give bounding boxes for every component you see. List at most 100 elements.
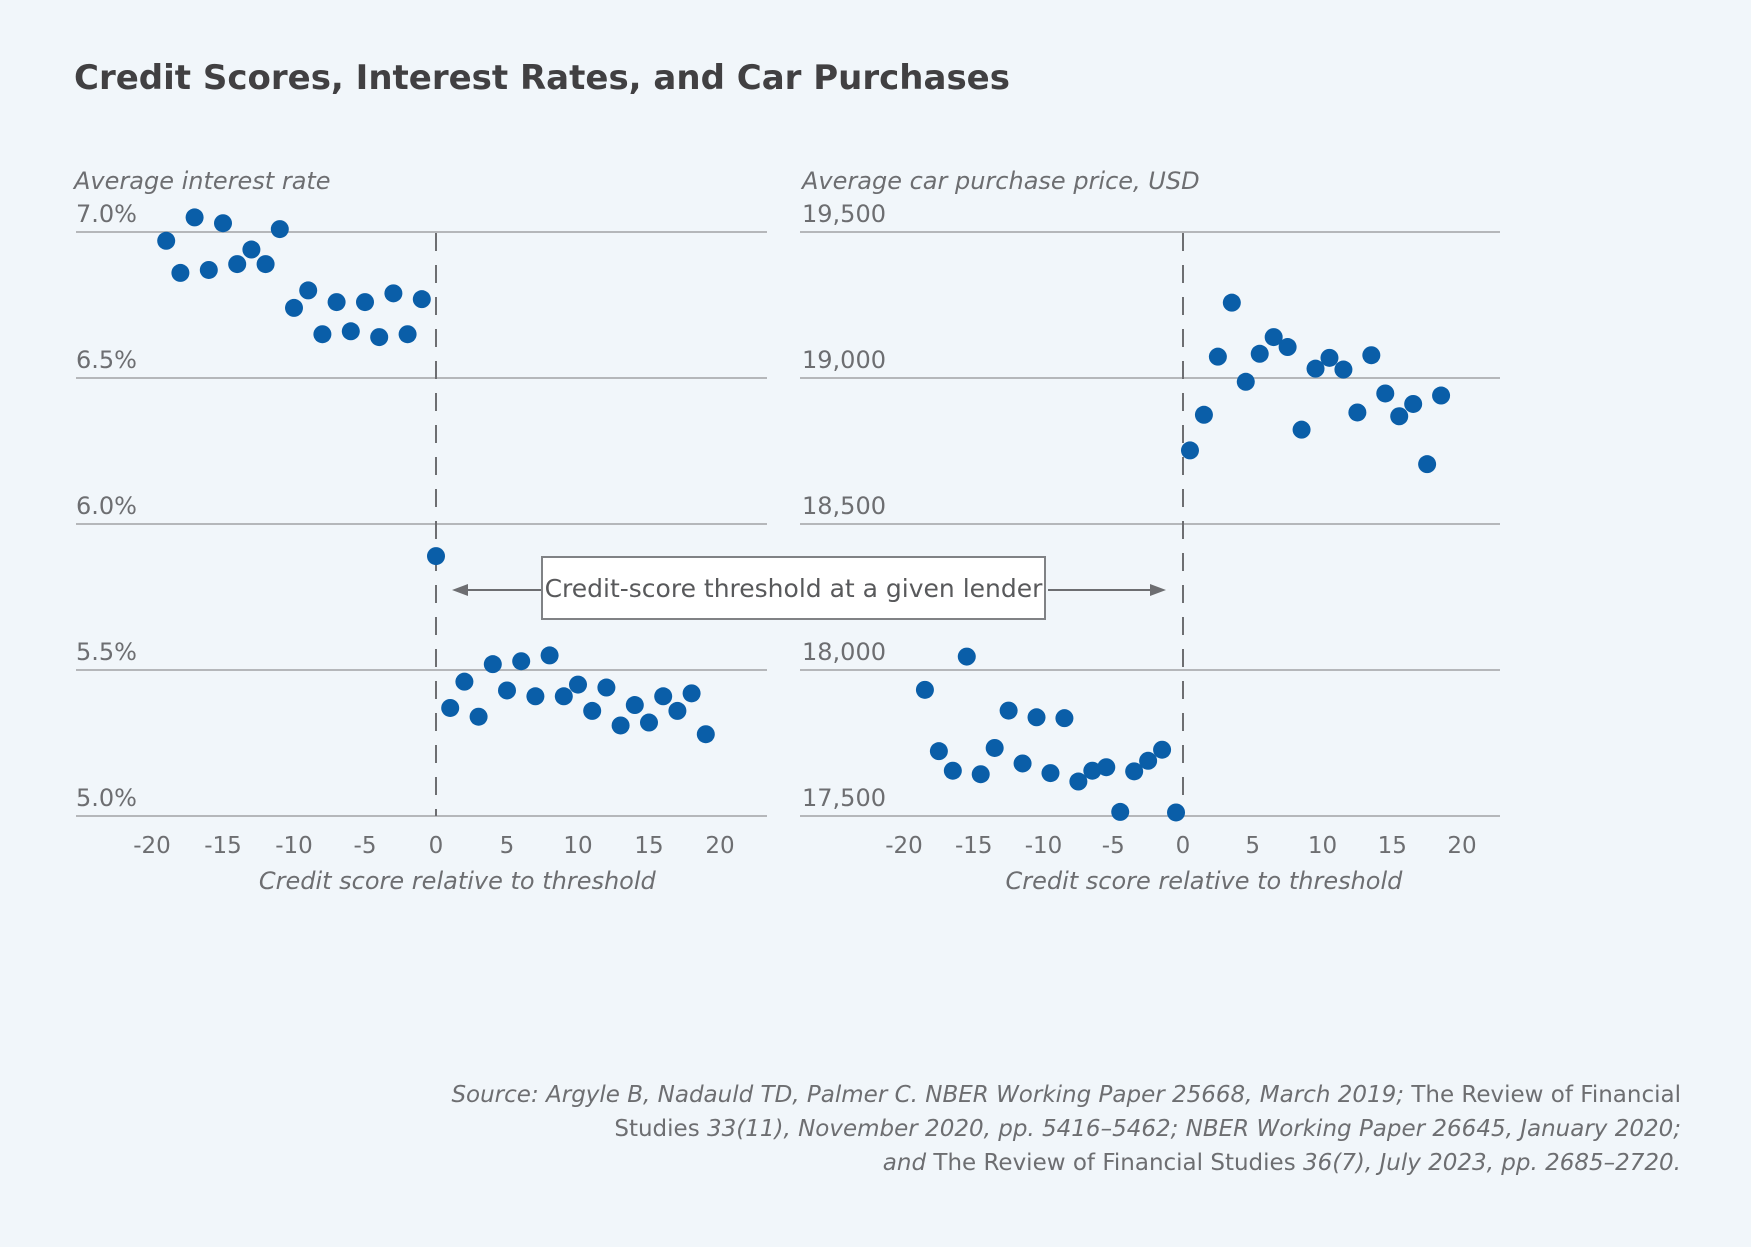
source-note: Source: Argyle B, Nadauld TD, Palmer C. … [381, 1078, 1681, 1180]
right-data-point [1083, 761, 1102, 780]
right-data-point [1222, 293, 1241, 312]
right-data-point [1292, 420, 1311, 439]
right-x-axis-title: Credit score relative to threshold [1005, 867, 1403, 895]
left-data-point [569, 675, 587, 694]
left-x-tick-label: -20 [133, 833, 171, 859]
left-x-tick-label: 15 [634, 833, 663, 859]
right-data-point [971, 765, 990, 784]
left-data-point [242, 240, 261, 259]
right-data-point [1055, 709, 1074, 728]
right-data-point [1111, 802, 1130, 821]
left-data-point [554, 687, 573, 706]
right-x-tick-label: 0 [1176, 833, 1191, 859]
right-data-point [1264, 328, 1283, 347]
right-data-point [985, 738, 1004, 757]
right-data-point [999, 701, 1018, 720]
source-line-1: Source: Argyle B, Nadauld TD, Palmer C. … [451, 1082, 1681, 1108]
left-data-point [469, 707, 488, 726]
right-data-point [1236, 372, 1255, 391]
right-y-tick-label: 19,000 [802, 346, 886, 374]
left-data-point [398, 325, 417, 344]
right-data-point [1334, 360, 1353, 379]
left-data-point [313, 325, 332, 344]
left-data-point [185, 208, 204, 227]
left-data-point [625, 696, 644, 715]
right-data-point [1167, 803, 1186, 822]
left-data-point [341, 322, 360, 341]
right-x-tick-label: -15 [955, 833, 993, 859]
left-data-point [412, 290, 431, 309]
left-x-axis-title: Credit score relative to threshold [259, 867, 657, 895]
left-y-tick-label: 5.0% [76, 784, 137, 812]
left-data-point [157, 231, 176, 250]
right-data-point [1194, 405, 1213, 424]
right-x-tick-label: -20 [885, 833, 923, 859]
right-data-point [1278, 338, 1297, 357]
left-data-point [668, 701, 687, 720]
left-x-tick-label: -5 [354, 833, 377, 859]
left-data-point [327, 293, 346, 312]
source-text: Studies [614, 1116, 700, 1142]
right-x-tick-label: 5 [1245, 833, 1260, 859]
right-x-tick-label: 10 [1308, 833, 1337, 859]
left-data-point [441, 698, 460, 717]
source-line-3: and The Review of Financial Studies 36(7… [883, 1150, 1681, 1176]
right-data-point [1432, 386, 1451, 405]
left-data-point [299, 281, 318, 300]
chart-title: Credit Scores, Interest Rates, and Car P… [74, 58, 1010, 98]
right-x-tick-label: 20 [1447, 833, 1476, 859]
right-x-tick-label: -10 [1025, 833, 1063, 859]
right-x-tick-label: 15 [1378, 833, 1407, 859]
right-data-point [1125, 762, 1144, 781]
right-data-point [1348, 403, 1367, 422]
left-y-tick-label: 7.0% [76, 200, 137, 228]
left-data-point [384, 284, 403, 303]
left-data-point [455, 672, 474, 691]
right-data-point [1041, 764, 1060, 783]
left-y-tick-label: 5.5% [76, 638, 137, 666]
threshold-annotation: Credit-score threshold at a given lender [541, 556, 1046, 620]
left-x-tick-label: 10 [563, 833, 592, 859]
source-line-2: Studies 33(11), November 2020, pp. 5416–… [614, 1116, 1681, 1142]
right-data-point [1097, 758, 1116, 777]
right-data-point [929, 742, 948, 761]
left-data-point [199, 260, 218, 279]
left-data-point [512, 652, 531, 671]
left-y-tick-label: 6.0% [76, 492, 137, 520]
right-y-tick-label: 18,500 [802, 492, 886, 520]
source-text: The Review of Financial [1404, 1082, 1681, 1108]
left-data-point [540, 646, 559, 665]
right-arrow-head [1150, 584, 1166, 596]
left-data-point [696, 725, 715, 744]
right-data-point [1320, 348, 1339, 367]
left-data-point [640, 713, 658, 732]
left-data-point [682, 684, 701, 703]
source-text: 36(7), July 2023, pp. 2685–2720. [1295, 1150, 1681, 1176]
left-data-point [228, 255, 247, 274]
right-data-point [1153, 740, 1172, 759]
right-y-tick-label: 19,500 [802, 200, 886, 228]
right-y-tick-label: 17,500 [802, 784, 886, 812]
left-data-point [583, 701, 602, 720]
left-data-point [427, 547, 445, 566]
right-y-tick-label: 18,000 [802, 638, 886, 666]
right-data-point [1139, 751, 1158, 770]
right-data-point [1180, 441, 1199, 460]
left-data-point [214, 214, 232, 233]
right-data-point [1250, 344, 1269, 363]
right-data-point [1013, 754, 1032, 773]
right-data-point [1306, 359, 1325, 378]
left-data-point [256, 255, 275, 274]
left-data-point [483, 655, 502, 674]
left-x-tick-label: -10 [275, 833, 313, 859]
right-data-point [957, 647, 976, 666]
left-data-point [611, 716, 630, 735]
right-data-point [943, 761, 962, 780]
right-data-point [1376, 384, 1395, 403]
right-data-point [1418, 455, 1437, 474]
left-x-tick-label: 0 [429, 833, 444, 859]
left-x-tick-label: 5 [500, 833, 515, 859]
right-data-point [1390, 407, 1409, 426]
right-data-point [1208, 347, 1227, 366]
